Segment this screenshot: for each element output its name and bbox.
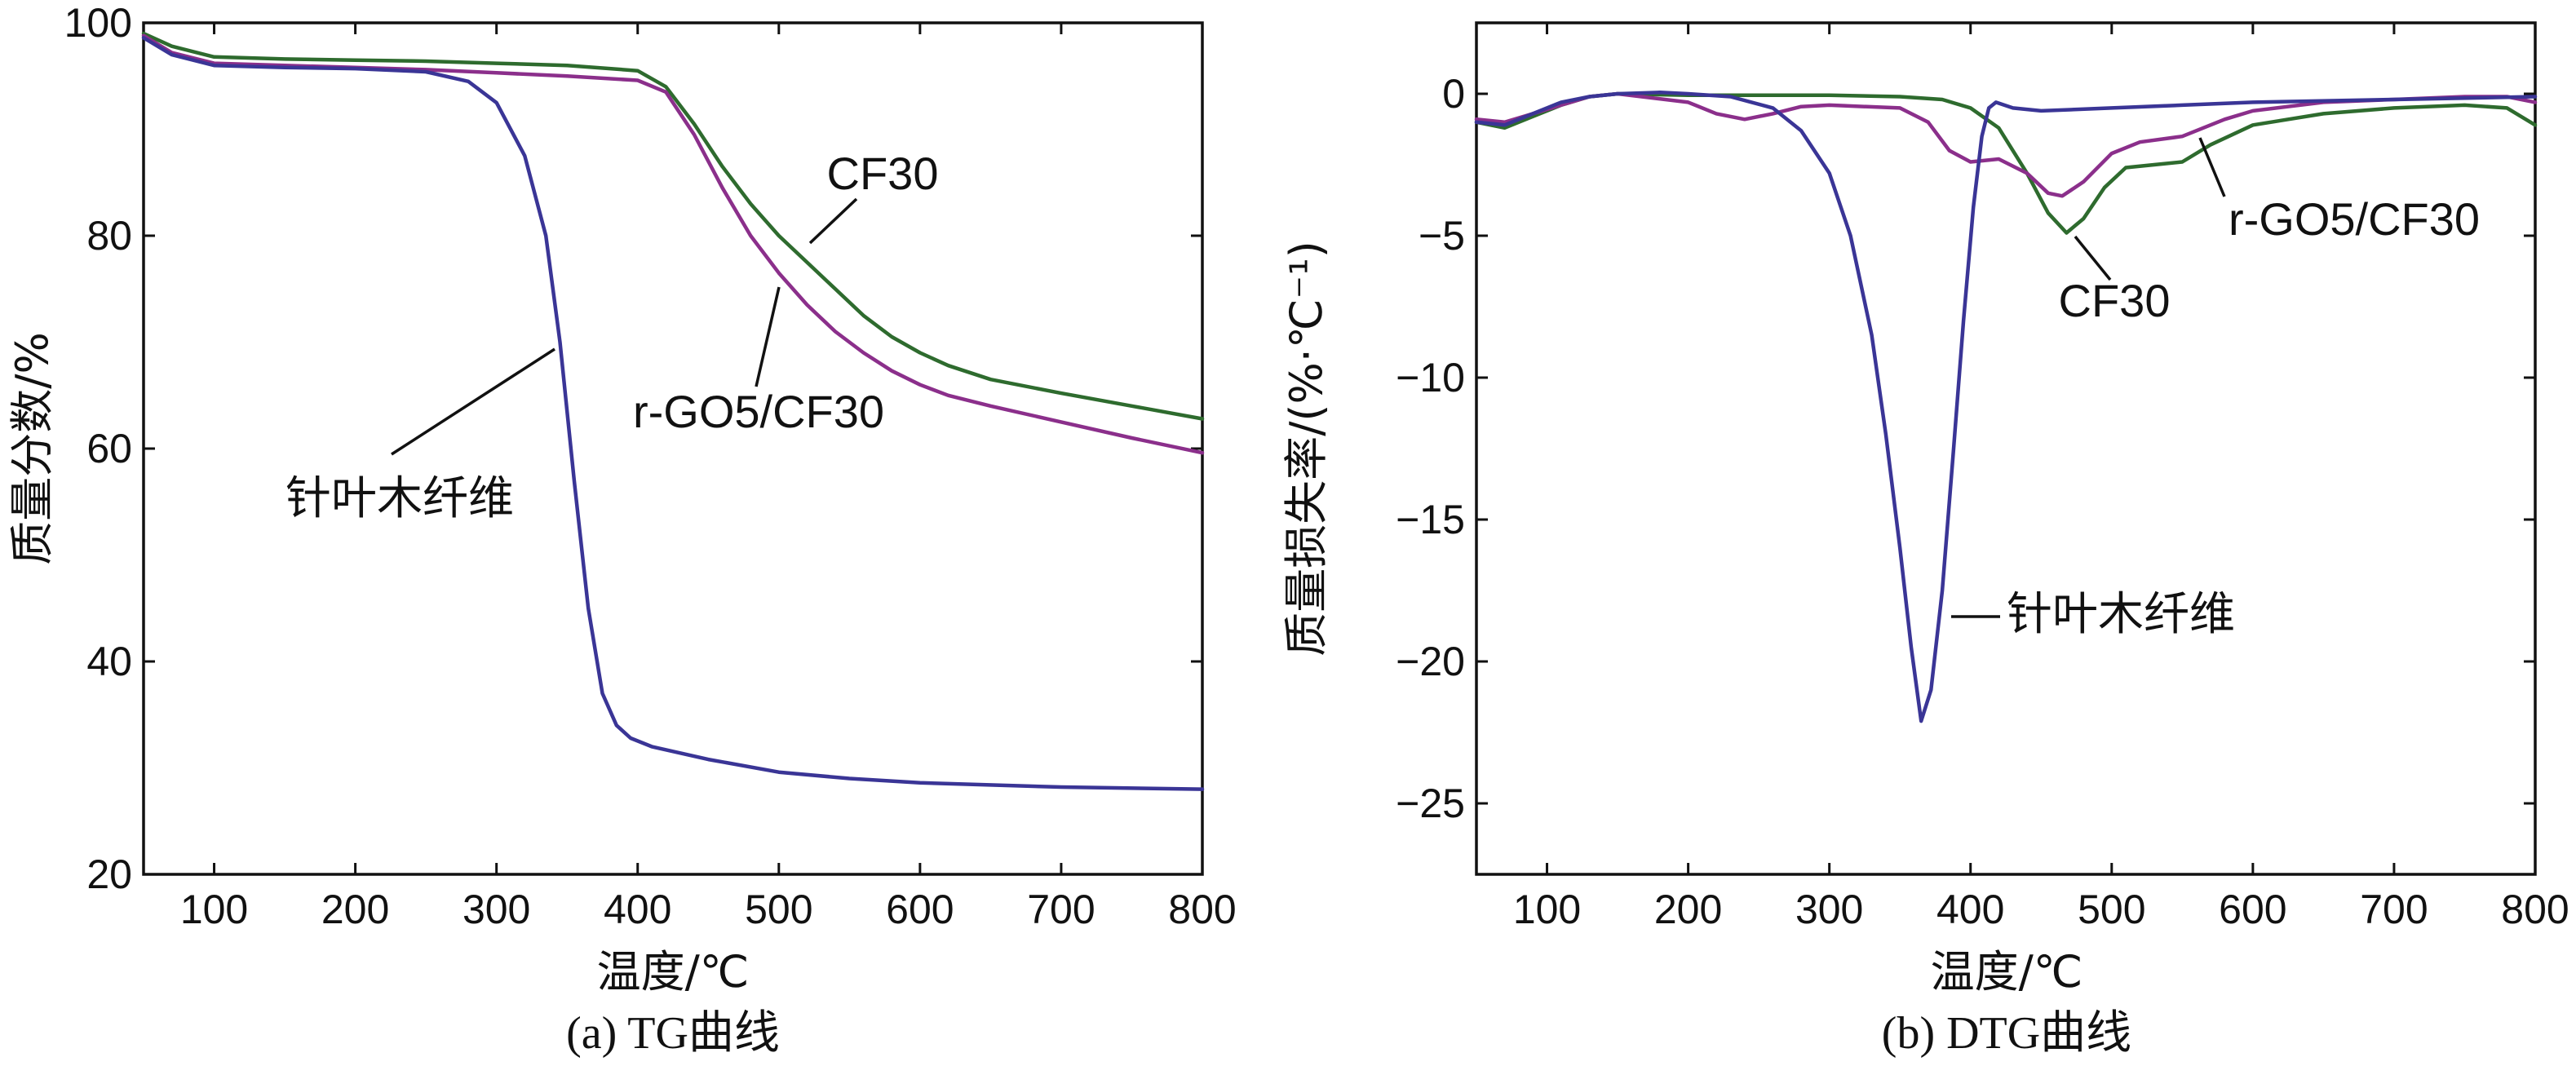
tg-annotation-label: 针叶木纤维: [285, 472, 514, 524]
dtg-x-tick-label: 700: [2360, 887, 2428, 932]
dtg-annotation-leader: [2198, 137, 2226, 197]
dtg-y-axis-title: 质量损失率/(%·℃⁻¹): [1281, 241, 1332, 657]
tg-annotation-leader: [391, 347, 555, 456]
dtg-plot-frame: [1475, 21, 2537, 876]
dtg-x-tick-label: 400: [1936, 887, 2004, 932]
dtg-x-axis-title: 温度/℃: [1931, 946, 2083, 997]
dtg-caption: (b) DTG曲线: [1882, 1008, 2131, 1059]
dtg-annotation-label: 针叶木纤维: [2007, 588, 2235, 639]
dtg-y-tick-label: −15: [1396, 497, 1465, 542]
tg-y-axis-title: 质量分数/%: [7, 332, 58, 565]
tg-x-tick-label: 400: [604, 887, 671, 932]
tg-annotation-leader: [755, 286, 781, 387]
tg-x-tick-label: 700: [1027, 887, 1095, 932]
tg-plot-frame: [142, 21, 1204, 876]
tg-y-tick-label: 20: [86, 851, 132, 897]
tg-x-tick-label: 800: [1168, 887, 1236, 932]
dtg-y-tick-label: 0: [1442, 71, 1465, 117]
dtg-y-tick-label: −5: [1419, 213, 1465, 259]
tg-ticks: 100 200 300 400 500 600 700 800 20 40 60 80 100: [64, 0, 1237, 932]
tg-x-tick-label: 300: [463, 887, 530, 932]
tg-y-tick-label: 60: [86, 426, 132, 471]
tg-series-line-2: [141, 36, 1205, 791]
dtg-x-tick-label: 100: [1513, 887, 1581, 932]
dtg-annotations: r-GO5/CF30 CF30 针叶木纤维: [1951, 137, 2480, 639]
tg-x-tick-label: 100: [180, 887, 248, 932]
dtg-annotation-label: CF30: [2059, 275, 2171, 326]
tg-y-tick-label: 40: [86, 639, 132, 684]
tg-annotation-leader: [808, 197, 858, 245]
dtg-y-tick-label: −10: [1396, 355, 1465, 400]
tg-y-tick-label: 100: [64, 0, 132, 46]
tg-annotation-label: CF30: [827, 148, 939, 199]
dtg-panel: 100 200 300 400 500 600 700 8000−5−10−15−20−25 …: [1281, 21, 2569, 1059]
tg-annotation-label: r-GO5/CF30: [633, 386, 884, 437]
dtg-x-tick-label: 300: [1795, 887, 1863, 932]
tg-x-axis-title: 温度/℃: [597, 946, 750, 997]
dtg-x-tick-label: 500: [2078, 887, 2145, 932]
dtg-x-tick-label: 800: [2501, 887, 2569, 932]
dtg-x-tick-label: 200: [1654, 887, 1722, 932]
dtg-series-line-2: [1474, 91, 2538, 723]
dtg-ticks: 100 200 300 400 500 600 700 800 0 −5 −10 −15 −20 −25: [1396, 23, 2569, 932]
dtg-annotation-label: r-GO5/CF30: [2229, 193, 2480, 245]
tg-x-tick-label: 600: [886, 887, 954, 932]
tg-series-line-0: [141, 31, 1205, 421]
tg-series-group: [141, 31, 1205, 791]
tg-x-tick-label: 200: [321, 887, 389, 932]
dtg-y-tick-label: −20: [1396, 639, 1465, 684]
tg-annotations: CF30 r-GO5/CF30 针叶木纤维: [285, 148, 938, 524]
tg-y-tick-label: 80: [86, 213, 132, 259]
tg-panel: 100 200 300 400 500 600 700 800 20 40 60 80 100 CF30…: [7, 0, 1237, 1059]
dtg-y-tick-label: −25: [1396, 781, 1465, 826]
dtg-series-group: [1474, 91, 2538, 723]
dtg-annotation-leader: [2074, 235, 2112, 281]
dtg-x-tick-label: 600: [2219, 887, 2286, 932]
tg-x-tick-label: 500: [745, 887, 812, 932]
tg-caption: (a) TG曲线: [566, 1008, 780, 1059]
